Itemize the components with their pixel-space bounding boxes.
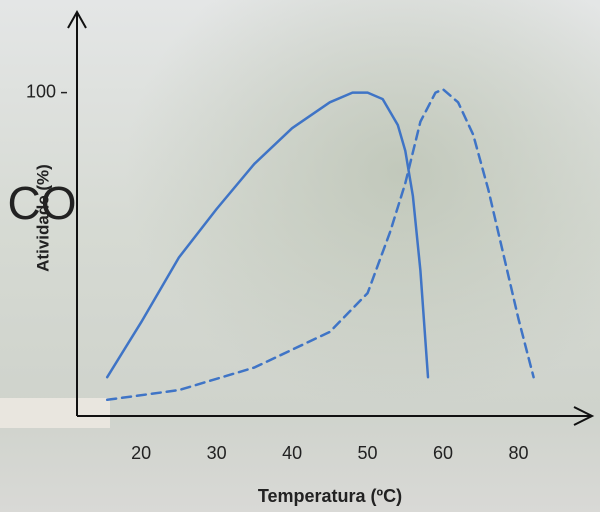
x-tick-label: 30	[207, 443, 227, 463]
annotation: CO	[8, 177, 77, 229]
x-tick-label: 80	[509, 443, 529, 463]
x-tick-label: 20	[131, 443, 151, 463]
axes	[67, 9, 595, 426]
x-tick-label: 40	[282, 443, 302, 463]
y-axis-label: Atividade (%)	[33, 164, 52, 272]
x-tick-label: 50	[358, 443, 378, 463]
line-series	[105, 88, 535, 402]
x-axis-arrow	[573, 406, 595, 426]
x-tick-label: 60	[433, 443, 453, 463]
background-foliage	[100, 0, 600, 430]
x-axis-label: Temperatura (ºC)	[258, 486, 402, 506]
line-series	[105, 91, 430, 379]
background-building	[0, 398, 110, 428]
y-axis-arrow	[67, 9, 87, 29]
y-tick-label: 100	[26, 81, 56, 101]
